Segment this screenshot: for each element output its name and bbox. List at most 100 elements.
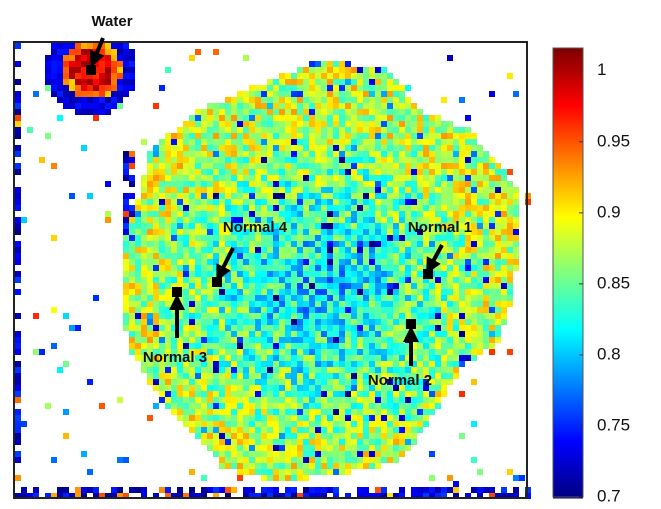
map-cell	[213, 247, 219, 253]
map-cell	[471, 211, 477, 217]
map-cell	[213, 439, 219, 445]
map-cell	[399, 97, 405, 103]
map-cell	[381, 313, 387, 319]
map-cell	[225, 115, 231, 121]
map-cell	[483, 319, 489, 325]
map-cell	[405, 193, 411, 199]
map-cell	[501, 169, 507, 175]
map-cell	[165, 67, 171, 73]
map-cell	[315, 67, 321, 73]
map-cell	[243, 97, 249, 103]
map-cell	[351, 253, 357, 259]
map-cell	[213, 307, 219, 313]
map-cell	[189, 415, 195, 421]
map-cell	[303, 229, 309, 235]
map-cell	[465, 259, 471, 265]
map-cell	[465, 277, 471, 283]
map-cell	[309, 283, 315, 289]
map-cell	[327, 385, 333, 391]
map-cell	[207, 433, 213, 439]
map-cell	[243, 487, 249, 493]
map-cell	[351, 103, 357, 109]
map-cell	[207, 361, 213, 367]
map-cell	[117, 43, 123, 49]
map-cell	[291, 397, 297, 403]
map-cell	[105, 217, 111, 223]
map-cell	[399, 241, 405, 247]
map-cell	[417, 397, 423, 403]
map-cell	[357, 313, 363, 319]
map-cell	[159, 319, 165, 325]
map-cell	[213, 211, 219, 217]
map-cell	[267, 271, 273, 277]
map-cell	[363, 139, 369, 145]
map-cell	[369, 145, 375, 151]
map-cell	[483, 223, 489, 229]
map-cell	[255, 127, 261, 133]
map-cell	[105, 49, 111, 55]
map-cell	[321, 415, 327, 421]
map-cell	[381, 343, 387, 349]
map-cell	[285, 439, 291, 445]
map-cell	[447, 127, 453, 133]
map-cell	[207, 307, 213, 313]
map-cell	[159, 385, 165, 391]
map-cell	[393, 139, 399, 145]
map-cell	[219, 349, 225, 355]
map-cell	[255, 385, 261, 391]
map-cell	[153, 319, 159, 325]
map-cell	[237, 397, 243, 403]
map-cell	[99, 91, 105, 97]
map-cell	[129, 61, 135, 67]
map-cell	[201, 391, 207, 397]
map-cell	[297, 373, 303, 379]
map-cell	[279, 283, 285, 289]
map-cell	[327, 139, 333, 145]
map-cell	[105, 79, 111, 85]
map-cell	[453, 355, 459, 361]
map-cell	[141, 271, 147, 277]
map-cell	[387, 163, 393, 169]
map-cell	[75, 103, 81, 109]
map-cell	[45, 61, 51, 67]
map-cell	[405, 421, 411, 427]
map-cell	[303, 331, 309, 337]
map-cell	[345, 175, 351, 181]
map-cell	[297, 337, 303, 343]
map-cell	[249, 271, 255, 277]
map-cell	[303, 163, 309, 169]
map-cell	[291, 91, 297, 97]
map-cell	[387, 181, 393, 187]
map-cell	[399, 109, 405, 115]
map-cell	[453, 247, 459, 253]
map-cell	[231, 241, 237, 247]
map-cell	[477, 289, 483, 295]
map-cell	[465, 301, 471, 307]
map-cell	[237, 469, 243, 475]
map-cell	[387, 307, 393, 313]
map-cell	[345, 469, 351, 475]
map-cell	[165, 259, 171, 265]
map-cell	[333, 97, 339, 103]
map-cell	[231, 199, 237, 205]
map-cell	[243, 307, 249, 313]
map-cell	[429, 283, 435, 289]
map-cell	[123, 169, 129, 175]
map-cell	[267, 247, 273, 253]
map-cell	[249, 151, 255, 157]
map-cell	[447, 199, 453, 205]
map-cell	[429, 331, 435, 337]
map-cell	[321, 325, 327, 331]
map-cell	[279, 115, 285, 121]
map-cell	[441, 361, 447, 367]
map-cell	[267, 475, 273, 481]
map-cell	[369, 307, 375, 313]
map-cell	[207, 487, 213, 493]
map-cell	[267, 259, 273, 265]
map-cell	[363, 205, 369, 211]
map-cell	[291, 325, 297, 331]
map-cell	[261, 487, 267, 493]
map-cell	[441, 187, 447, 193]
map-cell	[117, 49, 123, 55]
map-cell	[453, 313, 459, 319]
